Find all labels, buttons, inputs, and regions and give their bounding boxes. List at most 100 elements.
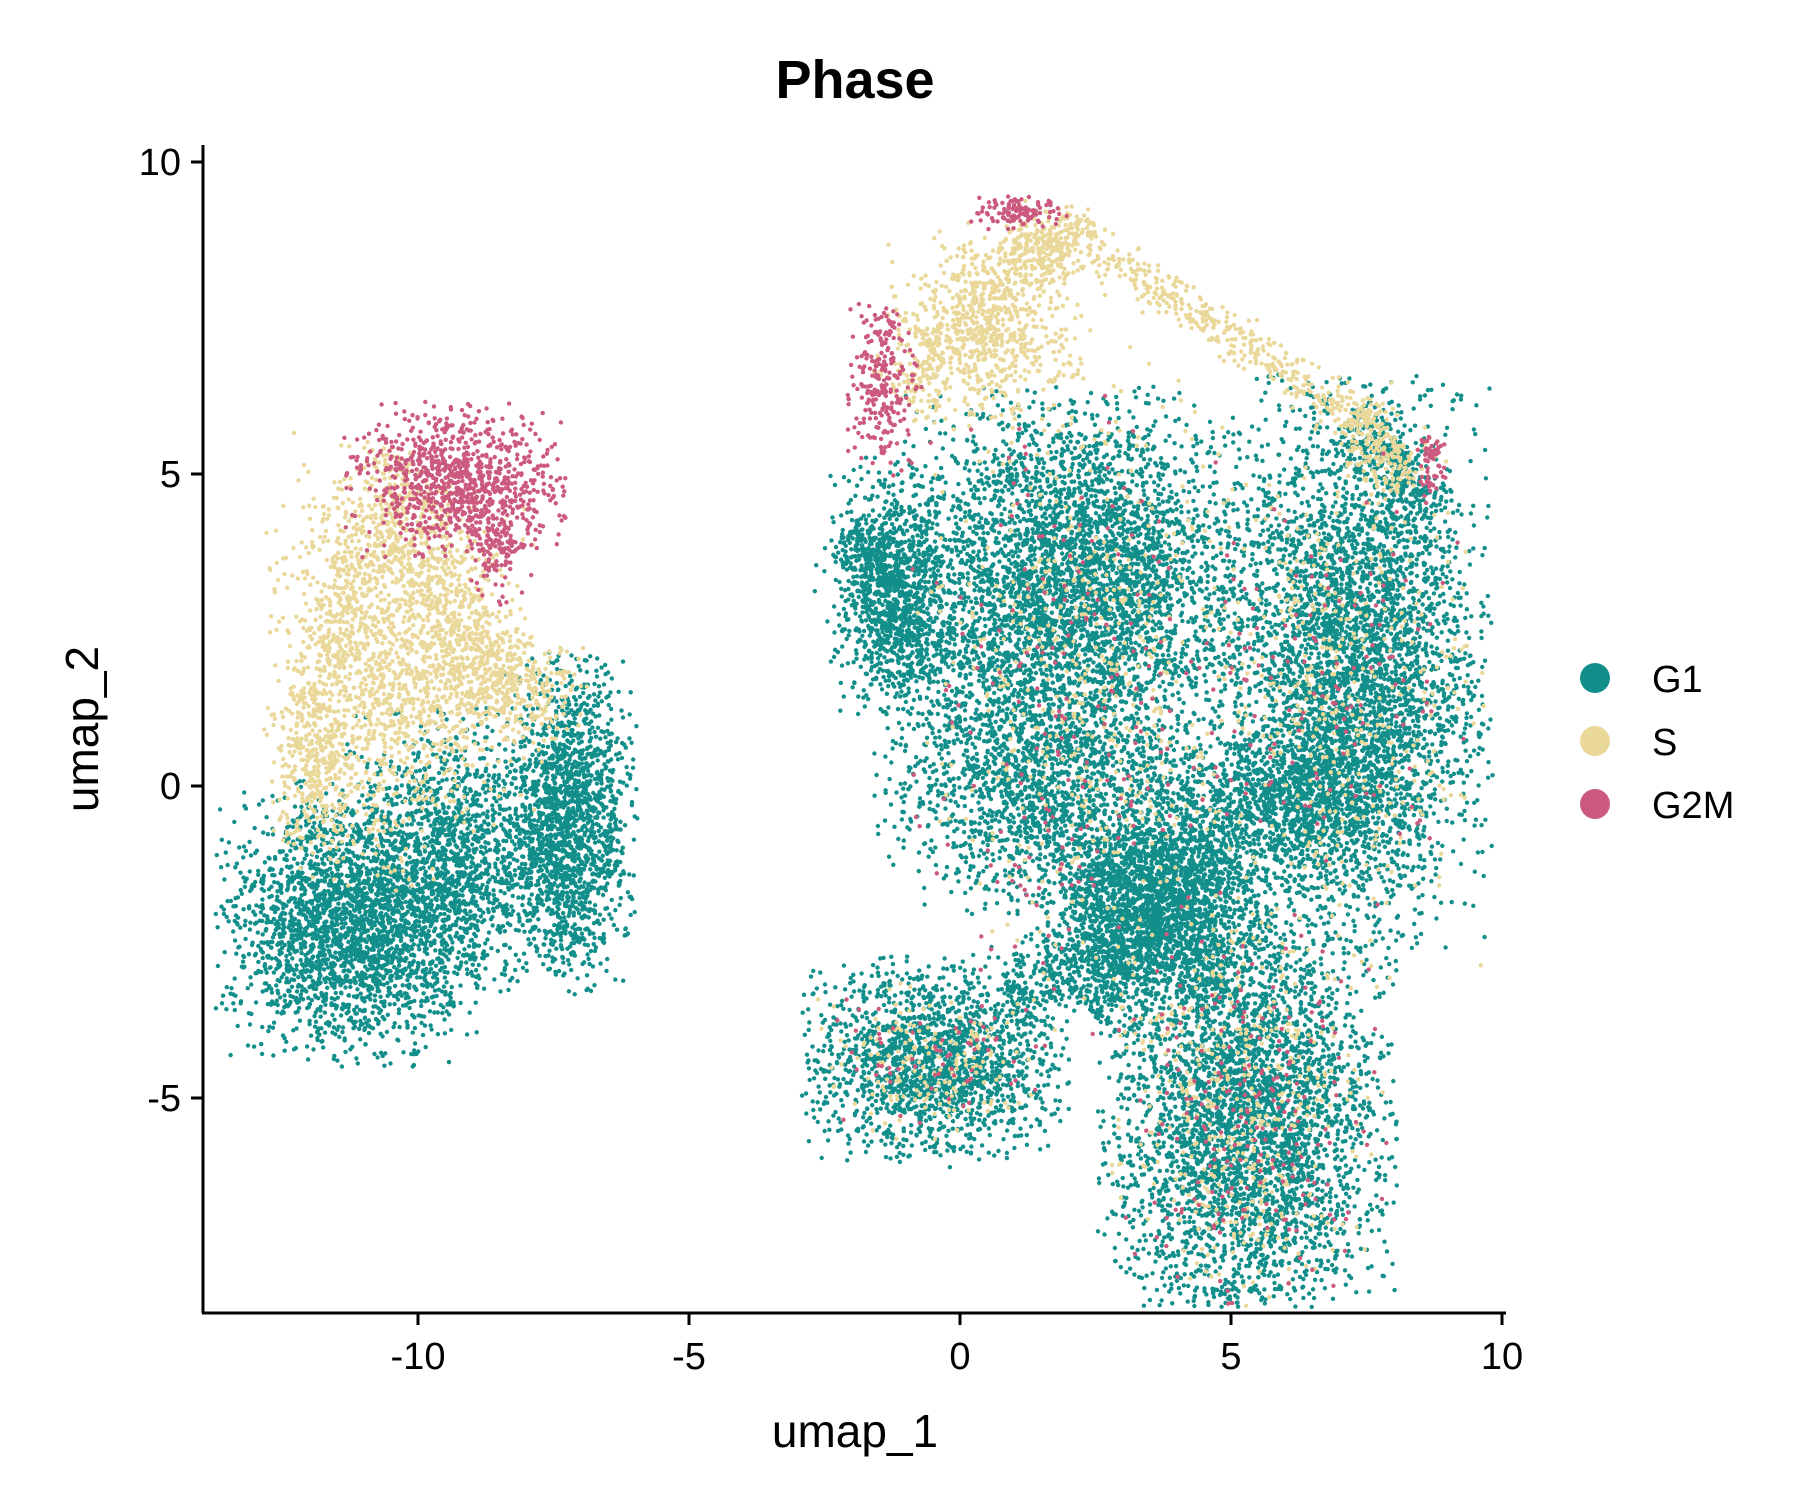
data-point [242, 923, 248, 928]
data-point [540, 744, 546, 749]
data-point [320, 934, 325, 940]
data-point [442, 887, 447, 892]
data-point [408, 944, 414, 950]
data-point [491, 892, 496, 898]
data-point [366, 1030, 372, 1036]
data-point [260, 1024, 265, 1030]
data-point [376, 878, 382, 883]
data-point [337, 863, 342, 868]
data-point [476, 907, 482, 912]
data-point [442, 929, 447, 935]
data-point [503, 959, 508, 964]
data-point [261, 830, 266, 835]
data-point [318, 939, 324, 944]
data-point [399, 993, 404, 998]
data-point [467, 787, 473, 792]
data-point [602, 875, 607, 880]
data-point [512, 873, 518, 878]
data-point [421, 856, 426, 862]
data-point [456, 870, 462, 875]
data-point [587, 731, 592, 736]
data-point [594, 753, 599, 758]
data-point [242, 790, 247, 795]
data-point [461, 837, 466, 842]
data-point [490, 728, 495, 734]
data-point [304, 900, 310, 905]
data-point [357, 1026, 362, 1032]
data-point [505, 773, 510, 778]
data-point [299, 804, 304, 809]
data-point [431, 848, 436, 853]
data-point [356, 799, 362, 804]
data-point [353, 1011, 358, 1016]
data-point [253, 912, 258, 917]
data-point [458, 861, 463, 867]
data-point [595, 725, 601, 730]
data-point [313, 1019, 319, 1024]
data-point [487, 862, 492, 867]
data-point [359, 995, 364, 1001]
data-point [340, 909, 345, 915]
data-point [485, 724, 490, 730]
data-point [473, 818, 478, 824]
data-point [357, 881, 362, 887]
data-point [446, 957, 451, 962]
data-point [535, 893, 541, 898]
data-point [322, 952, 327, 957]
data-point [441, 902, 446, 907]
data-point [219, 837, 224, 842]
data-point [484, 813, 490, 818]
data-point [428, 839, 433, 845]
data-point [285, 874, 290, 879]
data-point [268, 965, 273, 970]
data-point [571, 913, 576, 918]
data-point [304, 846, 309, 852]
data-point [328, 860, 334, 866]
data-point [310, 825, 316, 830]
data-point [266, 1028, 271, 1034]
data-point [594, 668, 599, 673]
data-point [258, 910, 264, 915]
data-point [413, 968, 419, 974]
data-point [426, 928, 431, 934]
data-point [355, 899, 360, 905]
data-point [503, 867, 508, 872]
data-point [339, 977, 344, 983]
data-point [404, 991, 409, 996]
data-point [247, 869, 252, 874]
data-point [520, 922, 525, 928]
data-point [419, 998, 424, 1003]
data-point [296, 911, 301, 916]
data-point [423, 869, 428, 874]
data-point [370, 1026, 376, 1031]
data-point [371, 932, 377, 937]
data-point [447, 837, 452, 842]
data-point [476, 835, 481, 840]
data-point [256, 959, 261, 965]
data-point [312, 1013, 317, 1019]
data-point [519, 813, 524, 818]
data-point [510, 885, 515, 890]
data-point [395, 878, 400, 883]
data-point [414, 987, 419, 993]
data-point [608, 690, 613, 695]
data-point [486, 773, 492, 778]
data-point [282, 1048, 287, 1053]
data-point [560, 910, 566, 916]
data-point [249, 1011, 254, 1017]
data-point [473, 934, 478, 939]
data-point [455, 851, 461, 857]
data-point [274, 983, 279, 988]
data-point [475, 928, 481, 933]
data-point [376, 1019, 381, 1024]
data-point [624, 764, 629, 770]
data-point [535, 946, 540, 951]
data-point [436, 987, 441, 992]
data-point [405, 977, 410, 983]
data-point [423, 971, 428, 976]
data-point [421, 991, 426, 996]
data-point [354, 954, 359, 959]
data-point [314, 854, 320, 859]
data-point [381, 924, 387, 929]
data-point [464, 918, 470, 923]
